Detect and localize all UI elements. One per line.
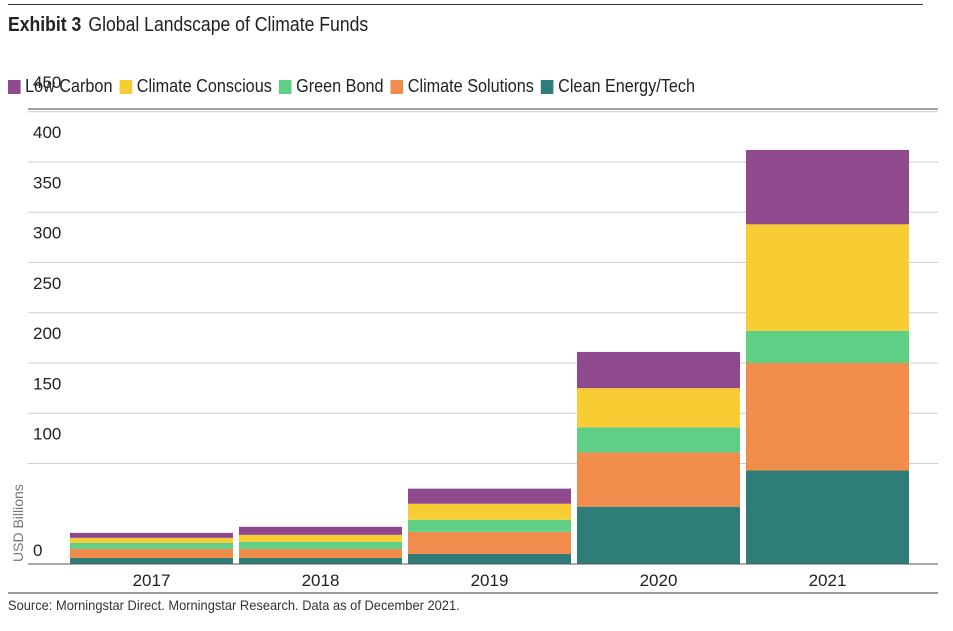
bar-2019-green-bond [408,519,571,532]
legend-label-green-bond: Green Bond [296,76,384,96]
legend-swatch-green-bond [279,79,292,94]
bar-2018-green-bond [239,541,402,549]
legend-item-low-carbon: Low Carbon [8,76,112,97]
bar-2017-low-carbon [70,532,233,538]
bar-2018-low-carbon [239,526,402,535]
bar-2021-climate-conscious [746,224,909,331]
y-tick-label-400: 400 [33,123,61,142]
legend: Low Carbon Climate Conscious Green Bond Cli… [8,76,702,97]
legend-label-climate-solutions: Climate Solutions [407,76,534,96]
y-tick-label-200: 200 [33,324,61,343]
bar-2019-clean-energy-tech [408,553,571,564]
bar-2020-green-bond [577,427,740,453]
y-axis-label: USD Billions [10,484,26,562]
x-tick-label-2020: 2020 [640,571,678,590]
legend-label-low-carbon: Low Carbon [25,76,113,96]
exhibit-title: Exhibit 3 Global Landscape of Climate Fun… [8,14,368,37]
legend-item-climate-solutions: Climate Solutions [390,76,534,97]
y-tick-label-150: 150 [33,374,61,393]
bar-2017-green-bond [70,542,233,549]
y-tick-label-450: 450 [33,73,61,92]
bar-2021-low-carbon [746,149,909,225]
bar-2018-climate-conscious [239,534,402,542]
legend-swatch-climate-conscious [119,79,133,94]
y-tick-label-300: 300 [33,224,61,243]
legend-label-clean-energy-tech: Clean Energy/Tech [558,76,696,96]
y-tick-label-250: 250 [33,274,61,293]
x-tick-label-2019: 2019 [471,571,509,590]
bar-2018-clean-energy-tech [239,557,402,564]
legend-item-green-bond: Green Bond [279,76,383,97]
x-tick-label-2021: 2021 [809,571,847,590]
legend-swatch-climate-solutions [390,79,404,94]
bar-2021-climate-solutions [746,363,909,471]
source-note: Source: Morningstar Direct. Morningstar … [8,597,460,613]
x-tick-label-2018: 2018 [302,571,340,590]
bar-2017-climate-solutions [70,548,233,558]
bar-2019-climate-solutions [408,531,571,554]
bar-2020-climate-conscious [577,388,740,428]
bar-2021-clean-energy-tech [746,470,909,564]
bar-2017-clean-energy-tech [70,557,233,564]
bar-2020-low-carbon [577,351,740,389]
x-tick-label-2017: 2017 [133,571,171,590]
bar-2021-green-bond [746,330,909,363]
top-rule [8,4,923,5]
legend-swatch-low-carbon [8,79,21,94]
bar-2017-climate-conscious [70,537,233,543]
bar-2019-low-carbon [408,488,571,504]
legend-item-climate-conscious: Climate Conscious [119,76,272,97]
bar-2020-climate-solutions [577,452,740,507]
bar-2020-clean-energy-tech [577,506,740,564]
bar-2019-climate-conscious [408,503,571,520]
y-tick-label-100: 100 [33,425,61,444]
bar-2018-climate-solutions [239,548,402,558]
y-tick-label-350: 350 [33,173,61,192]
exhibit-title-text: Global Landscape of Climate Funds [88,14,369,36]
exhibit-number: Exhibit 3 [8,14,82,36]
legend-label-climate-conscious: Climate Conscious [136,76,272,96]
y-tick-label-0: 0 [33,541,42,560]
legend-item-clean-energy-tech: Clean Energy/Tech [541,76,695,97]
legend-swatch-clean-energy-tech [541,79,554,94]
